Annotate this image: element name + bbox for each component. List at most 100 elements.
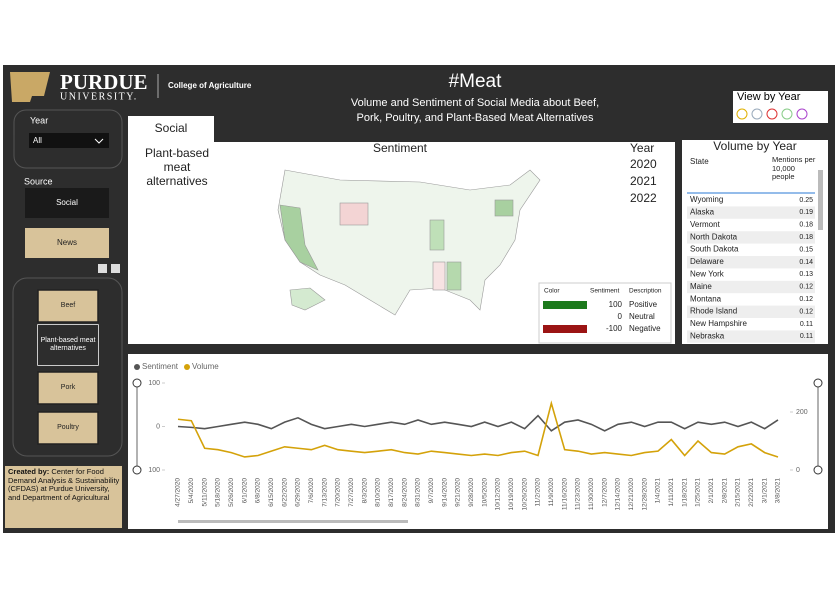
table-cell: 0.25 — [799, 197, 813, 204]
table-cell: Delaware — [690, 257, 724, 266]
series-line — [177, 400, 779, 458]
source-button[interactable] — [25, 188, 109, 218]
logo-sub: UNIVERSITY. — [60, 91, 138, 102]
table-cell: 0.18 — [799, 222, 813, 229]
year-button[interactable] — [781, 108, 793, 120]
legend-header: Sentiment — [590, 288, 619, 295]
x-tick-label: 7/6/2020 — [308, 478, 315, 504]
x-tick-label: 9/14/2020 — [441, 478, 448, 507]
year-button[interactable] — [766, 108, 778, 120]
year-button[interactable] — [736, 108, 748, 120]
x-tick-label: 10/12/2020 — [495, 478, 502, 511]
x-tick-label: 8/24/2020 — [401, 478, 408, 507]
row-band — [687, 231, 815, 244]
product-label: Pork — [60, 383, 76, 391]
tab[interactable] — [128, 116, 214, 142]
x-tick-label: 11/2/2020 — [535, 478, 542, 507]
title: #Meat — [449, 71, 503, 92]
table-cell: South Dakota — [690, 245, 739, 254]
year-buttons — [736, 108, 808, 120]
product-label-box: Poultry — [57, 424, 79, 431]
legend-sentiment: -100 — [606, 324, 623, 333]
x-tick-label: 11/30/2020 — [588, 478, 595, 510]
year-button[interactable] — [751, 108, 763, 120]
year-value: All — [33, 136, 42, 145]
x-tick-label: 1/18/2021 — [681, 478, 688, 507]
source-button[interactable] — [25, 228, 109, 258]
year-selector[interactable] — [733, 91, 828, 123]
x-tick-label: 8/17/2020 — [388, 478, 395, 507]
table-cell: Montana — [690, 294, 722, 303]
slider-handle[interactable] — [132, 378, 142, 388]
x-tick-label: 8/31/2020 — [415, 478, 422, 507]
year-button[interactable] — [796, 108, 808, 120]
table-cell: Maine — [690, 282, 712, 291]
x-tick-label: 9/21/2020 — [455, 478, 462, 507]
row-band — [687, 280, 815, 294]
x-tick-label: 6/22/2020 — [281, 478, 288, 507]
x-tick-label: 12/7/2020 — [601, 478, 608, 507]
y-tick-label: 100 — [148, 380, 160, 387]
x-tick-label: 2/15/2021 — [735, 478, 742, 507]
map-year[interactable]: 2021 — [630, 174, 657, 188]
series-line — [177, 414, 779, 432]
table-cell: New York — [690, 270, 725, 279]
x-tick-label: 7/27/2020 — [348, 478, 355, 507]
table-cell: 0.15 — [799, 246, 813, 253]
table-cell: 0.12 — [799, 296, 813, 303]
row-band — [687, 330, 815, 343]
us-map — [277, 169, 541, 316]
legend-header: Description — [629, 288, 662, 295]
x-tick-label: 7/20/2020 — [335, 478, 342, 507]
x-tick-label: 6/29/2020 — [295, 478, 302, 507]
map-year[interactable]: 2020 — [630, 157, 657, 171]
table-header-box: Mentions per 10,000 people — [772, 156, 815, 181]
product-button[interactable] — [37, 289, 99, 323]
subtitle: Pork, Poultry, and Plant-Based Meat Alte… — [356, 112, 594, 124]
x-tick-label: 2/1/2021 — [708, 478, 715, 504]
source-text: Social — [56, 198, 78, 207]
x-tick-label: 3/8/2021 — [775, 478, 782, 504]
x-tick-label: 5/26/2020 — [228, 478, 235, 507]
y2-tick-label: 0 — [796, 467, 800, 474]
legend-description: Neutral — [629, 312, 655, 321]
product-label: Beef — [60, 301, 76, 309]
college: College of Agriculture — [168, 81, 252, 90]
legend-marker — [134, 364, 140, 370]
h-scrollbar[interactable] — [178, 520, 408, 523]
filter-icon[interactable] — [98, 264, 107, 273]
x-tick-label: 5/11/2020 — [201, 478, 208, 507]
map-year[interactable]: 2022 — [630, 191, 657, 205]
year-dropdown[interactable] — [29, 133, 109, 148]
clear-icon[interactable] — [111, 264, 120, 273]
scrollbar[interactable] — [818, 170, 823, 230]
table-cell: 0.13 — [799, 271, 813, 278]
table-cell: 0.14 — [799, 259, 813, 266]
x-tick-label: 3/1/2021 — [761, 478, 768, 504]
table-title: Volume by Year — [713, 139, 796, 153]
slider-handle[interactable] — [813, 378, 823, 388]
legend-header: Color — [544, 288, 560, 295]
table-cell: 0.18 — [799, 234, 813, 241]
state — [494, 199, 514, 217]
legend-sentiment: 0 — [618, 312, 623, 321]
x-tick-label: 4/27/2020 — [175, 478, 182, 507]
legend-swatch — [543, 301, 587, 309]
y-tick-label: 100 — [148, 467, 160, 474]
y-tick-label: 0 — [156, 423, 160, 430]
table-cell: North Dakota — [690, 232, 738, 241]
dropdown-arrow — [94, 138, 104, 144]
table-header: State — [690, 157, 709, 166]
product-label-box: Pork — [60, 383, 76, 391]
product-button[interactable] — [37, 411, 99, 445]
slider-handle[interactable] — [132, 465, 142, 475]
table-cell: New Hampshire — [690, 319, 747, 328]
table-cell: 0.12 — [799, 284, 813, 291]
slider-handle[interactable] — [813, 465, 823, 475]
table-cell: Wyoming — [690, 195, 723, 204]
x-tick-label: 5/4/2020 — [188, 478, 195, 504]
legend-description: Negative — [629, 324, 661, 333]
x-tick-label: 9/28/2020 — [468, 478, 475, 507]
product-button[interactable] — [37, 371, 99, 405]
